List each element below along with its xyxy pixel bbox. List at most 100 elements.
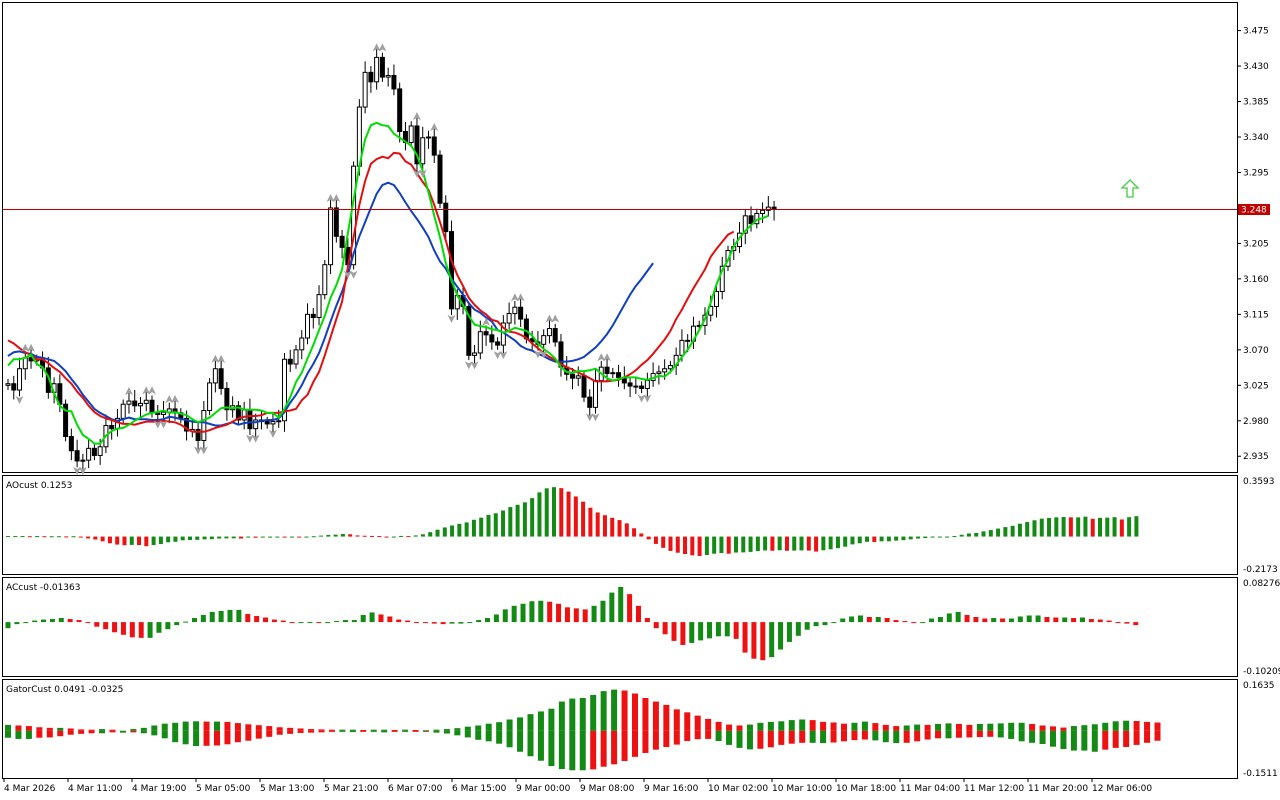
candle-body <box>195 428 201 441</box>
gator-upper-bar <box>841 723 847 731</box>
gator-upper-bar <box>1112 721 1119 731</box>
gator-lower-bar <box>339 730 346 732</box>
ao-bar <box>828 536 833 550</box>
ac-panel-frame[interactable] <box>2 577 1238 677</box>
fractal-up-marker <box>516 293 525 302</box>
gator-upper-bar <box>214 721 220 731</box>
main-panel-frame[interactable] <box>2 2 1238 473</box>
ao-bar <box>42 536 47 538</box>
fractal-down-marker <box>418 169 427 178</box>
candle-body <box>218 368 224 389</box>
gator-upper-bar <box>245 724 252 731</box>
ao-bar <box>340 533 345 537</box>
ao-bar <box>1017 523 1022 537</box>
ac-bar <box>5 622 11 629</box>
ao-bar <box>457 523 462 537</box>
gator-lower-bar <box>726 730 733 745</box>
ao-bar <box>559 488 564 537</box>
gator-lower-bar <box>872 730 879 741</box>
ac-bar <box>316 622 322 624</box>
ao-bar <box>675 536 680 553</box>
ao-bar <box>581 501 586 537</box>
ma-slow-line <box>7 181 654 427</box>
ao-bar <box>166 536 171 543</box>
ao-panel-frame[interactable] <box>2 475 1238 575</box>
price-tick-label: 3.340 <box>1243 133 1269 143</box>
ao-bar <box>78 536 83 538</box>
candle-body <box>385 75 391 78</box>
candle-body <box>74 450 80 462</box>
gator-y-max-label: 0.1635 <box>1243 681 1275 691</box>
gator-lower-bar <box>778 730 785 745</box>
ao-bar <box>413 535 418 537</box>
gator-upper-bar <box>527 714 534 731</box>
fractal-down-marker <box>153 420 162 429</box>
ao-bar <box>311 536 316 538</box>
gator-upper-bar <box>370 729 377 731</box>
ac-bar <box>1124 622 1130 624</box>
candle-body <box>414 125 420 165</box>
candle-body <box>489 334 495 343</box>
ma-fast-line <box>7 121 769 445</box>
ao-bar <box>1076 517 1081 537</box>
ao-bar <box>471 519 476 537</box>
gator-upper-bar <box>1070 726 1077 731</box>
ao-bar <box>115 536 120 545</box>
ao-bar <box>195 536 200 540</box>
ao-bar <box>1068 517 1073 537</box>
ao-bar <box>49 536 54 538</box>
gator-lower-bar <box>767 730 774 748</box>
ao-bar <box>217 536 222 539</box>
gator-lower-bar <box>57 730 64 737</box>
gator-lower-bar <box>1008 730 1015 739</box>
ac-bar <box>289 622 295 624</box>
ac-bar <box>458 622 464 624</box>
gator-lower-bar <box>496 730 503 744</box>
gator-lower-bar <box>391 730 398 732</box>
time-axis: 4 Mar 2026 4 Mar 11:00 4 Mar 19:00 5 Mar 05… <box>3 778 1152 794</box>
ac-bar <box>103 622 109 630</box>
gator-upper-bar <box>788 720 795 731</box>
gator-upper-bar <box>25 726 32 731</box>
ao-bar <box>602 515 607 537</box>
ao-bar <box>493 513 498 537</box>
gator-upper-bar <box>935 723 942 731</box>
ao-histogram <box>6 487 1139 556</box>
ao-bar <box>872 536 877 542</box>
gator-lower-bar <box>109 730 116 733</box>
candle-body <box>420 137 426 165</box>
gator-upper-bar <box>611 689 618 731</box>
candle-body <box>397 88 403 132</box>
gator-upper-bar <box>726 724 733 731</box>
candle-body <box>316 294 322 319</box>
gator-upper-bar <box>287 727 294 731</box>
time-label: 12 Mar 06:00 <box>1092 784 1152 794</box>
candle-body <box>201 410 207 441</box>
ac-bar <box>493 614 499 623</box>
fractal-up-marker <box>551 314 560 323</box>
gator-lower-bar <box>402 730 409 732</box>
ao-bar <box>573 496 578 537</box>
candles-layer <box>5 47 777 472</box>
gator-lower-bar <box>935 730 942 739</box>
fractal-up-marker <box>430 123 439 131</box>
gator-upper-bar <box>861 721 868 731</box>
ao-bar <box>13 536 18 538</box>
gator-lower-bar <box>746 730 753 750</box>
candle-body <box>610 372 616 375</box>
candle-body <box>449 231 455 310</box>
gator-panel-frame[interactable] <box>2 679 1238 779</box>
ma-mid-line <box>7 151 735 433</box>
gator-lower-bar <box>1112 730 1119 748</box>
ac-bar <box>245 613 251 623</box>
gator-lower-bar <box>632 730 638 757</box>
price-tick-label: 3.475 <box>1243 27 1269 37</box>
gator-lower-bar <box>663 730 670 747</box>
ac-bar <box>547 601 553 623</box>
ao-bar <box>1010 525 1015 537</box>
gator-upper-bar <box>224 721 231 731</box>
candle-body <box>713 290 719 307</box>
ao-bar <box>246 536 251 538</box>
